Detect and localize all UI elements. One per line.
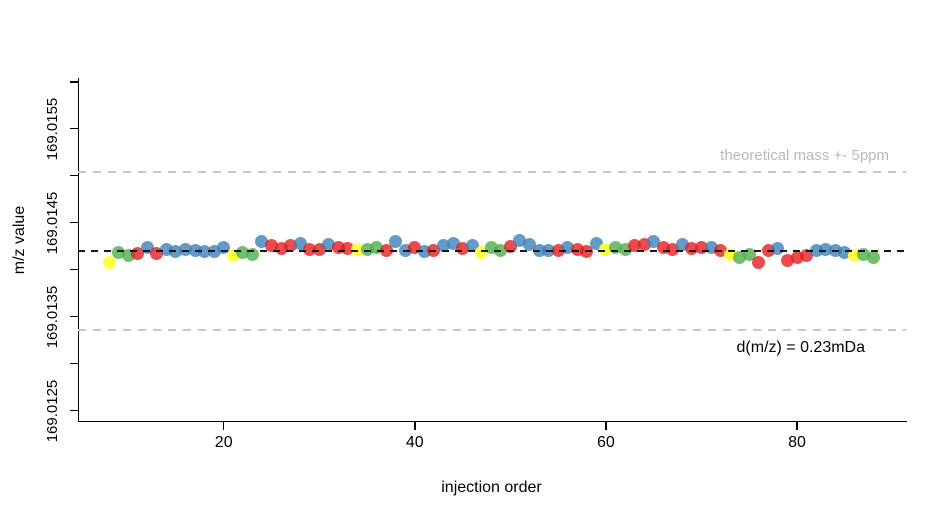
x-tick-label: 40: [405, 434, 424, 451]
y-tick-mark: [69, 127, 78, 130]
theoretical-mass-line: [77, 249, 906, 252]
data-point-yellow: [102, 255, 116, 269]
data-point-red: [580, 245, 594, 259]
data-point-blue: [389, 235, 403, 248]
data-point-blue: [771, 241, 785, 255]
y-axis-title: m/z value: [11, 205, 28, 275]
data-point-red: [752, 255, 766, 269]
delta-mz-label: d(m/z) = 0.23mDa: [736, 339, 865, 356]
y-tick-mark: [69, 81, 78, 83]
x-tick-mark: [796, 421, 798, 430]
x-tick-mark: [414, 421, 416, 430]
y-tick-mark: [69, 268, 78, 271]
data-point-green: [867, 250, 880, 264]
y-tick-mark: [69, 174, 78, 177]
x-tick-label: 80: [788, 434, 806, 451]
x-tick-label: 60: [597, 434, 615, 451]
theoretical-mass-band-label: theoretical mass +- 5ppm: [720, 147, 889, 164]
x-axis-title: injection order: [441, 479, 542, 496]
y-tick-mark: [69, 409, 78, 412]
x-tick-label: 20: [214, 434, 233, 451]
x-tick-mark: [605, 421, 607, 430]
upper-5ppm-line: [77, 170, 906, 173]
x-tick-mark: [222, 421, 225, 430]
y-tick-mark: [69, 362, 78, 365]
x-axis-line: [77, 420, 907, 423]
y-tick-mark: [69, 221, 78, 224]
y-tick-mark: [69, 315, 78, 318]
lower-5ppm-line: [77, 329, 906, 332]
